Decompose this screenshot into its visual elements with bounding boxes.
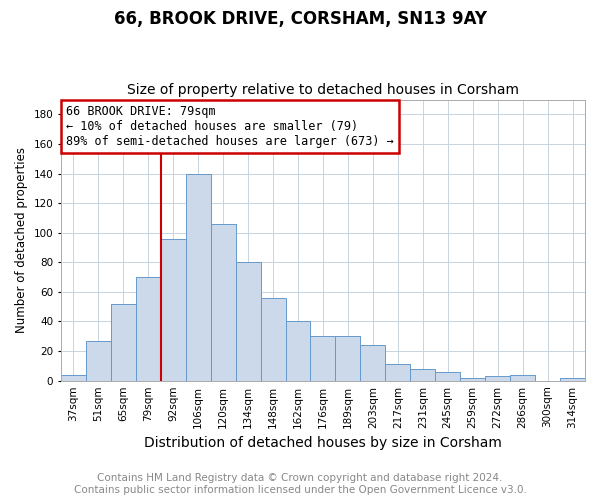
Bar [385, 364, 410, 380]
Bar [361, 345, 385, 380]
Bar [136, 277, 161, 380]
Y-axis label: Number of detached properties: Number of detached properties [15, 147, 28, 333]
Bar [286, 322, 310, 380]
Text: 66 BROOK DRIVE: 79sqm
← 10% of detached houses are smaller (79)
89% of semi-deta: 66 BROOK DRIVE: 79sqm ← 10% of detached … [66, 105, 394, 148]
Bar [510, 375, 535, 380]
Bar [485, 376, 510, 380]
Bar [260, 298, 286, 380]
Bar [236, 262, 260, 380]
Bar [460, 378, 485, 380]
Bar [435, 372, 460, 380]
Bar [61, 375, 86, 380]
Text: Contains HM Land Registry data © Crown copyright and database right 2024.
Contai: Contains HM Land Registry data © Crown c… [74, 474, 526, 495]
Title: Size of property relative to detached houses in Corsham: Size of property relative to detached ho… [127, 83, 519, 97]
Bar [335, 336, 361, 380]
Bar [186, 174, 211, 380]
Bar [560, 378, 585, 380]
Bar [211, 224, 236, 380]
X-axis label: Distribution of detached houses by size in Corsham: Distribution of detached houses by size … [144, 436, 502, 450]
Text: 66, BROOK DRIVE, CORSHAM, SN13 9AY: 66, BROOK DRIVE, CORSHAM, SN13 9AY [113, 10, 487, 28]
Bar [86, 340, 111, 380]
Bar [310, 336, 335, 380]
Bar [111, 304, 136, 380]
Bar [410, 369, 435, 380]
Bar [161, 238, 186, 380]
